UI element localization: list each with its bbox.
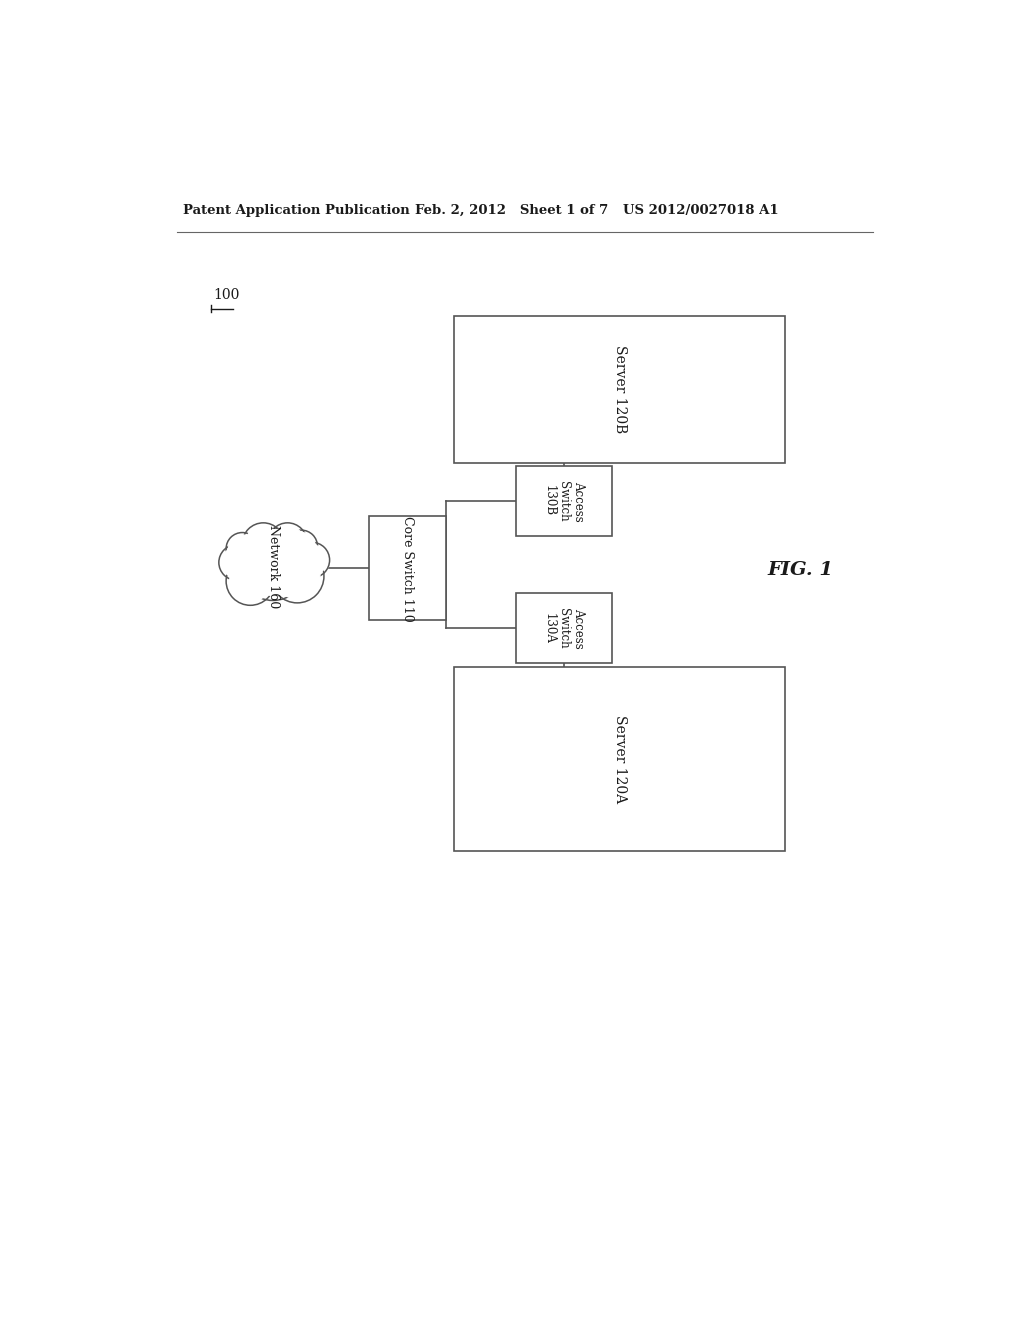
Text: Server 120B: Server 120B [612, 346, 627, 433]
Text: Feb. 2, 2012   Sheet 1 of 7: Feb. 2, 2012 Sheet 1 of 7 [416, 205, 608, 218]
Text: Server 120A: Server 120A [612, 715, 627, 803]
Circle shape [294, 543, 330, 578]
Text: Access
Switch
130A: Access Switch 130A [542, 607, 585, 648]
Circle shape [246, 525, 282, 562]
Circle shape [274, 553, 319, 599]
Text: 100: 100 [214, 288, 240, 302]
Circle shape [271, 525, 304, 558]
FancyBboxPatch shape [515, 594, 611, 663]
Text: Patent Application Publication: Patent Application Publication [183, 205, 410, 218]
Circle shape [285, 531, 317, 562]
FancyBboxPatch shape [370, 516, 446, 620]
Circle shape [228, 535, 256, 562]
Circle shape [219, 545, 254, 581]
FancyBboxPatch shape [454, 317, 785, 462]
Circle shape [229, 561, 271, 602]
Circle shape [243, 523, 285, 565]
Text: Core Switch 110: Core Switch 110 [401, 516, 415, 622]
Circle shape [244, 537, 302, 595]
Circle shape [268, 523, 307, 561]
Circle shape [297, 545, 327, 576]
Text: Access
Switch
130B: Access Switch 130B [542, 480, 585, 521]
FancyBboxPatch shape [515, 466, 611, 536]
Circle shape [288, 532, 315, 560]
Text: Network 160: Network 160 [266, 525, 280, 609]
Text: FIG. 1: FIG. 1 [767, 561, 834, 579]
Circle shape [226, 532, 258, 565]
FancyBboxPatch shape [454, 667, 785, 851]
Circle shape [239, 532, 307, 601]
Circle shape [226, 557, 274, 606]
Circle shape [270, 549, 324, 603]
Text: US 2012/0027018 A1: US 2012/0027018 A1 [624, 205, 779, 218]
Circle shape [221, 548, 252, 578]
